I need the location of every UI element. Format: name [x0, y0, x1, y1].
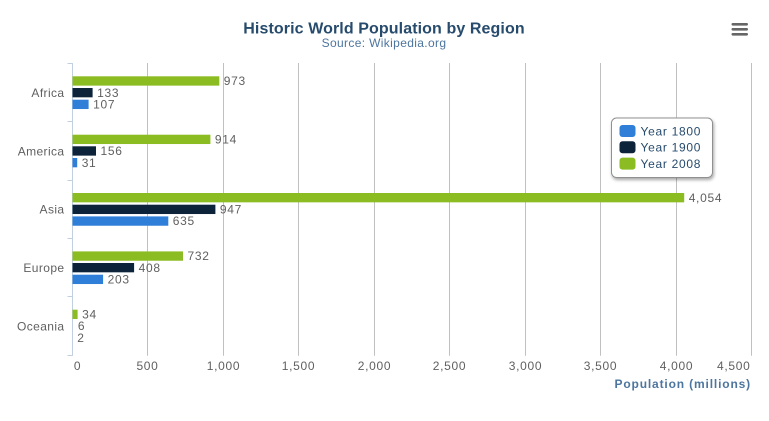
svg-text:203: 203 [108, 273, 130, 287]
svg-text:4,500: 4,500 [717, 359, 751, 373]
svg-text:156: 156 [101, 144, 123, 158]
svg-text:2,000: 2,000 [358, 359, 392, 373]
svg-text:133: 133 [97, 86, 119, 100]
svg-text:3,500: 3,500 [584, 359, 618, 373]
svg-text:Year 2008: Year 2008 [641, 157, 702, 171]
svg-text:914: 914 [215, 133, 237, 147]
svg-text:31: 31 [82, 156, 97, 170]
svg-text:947: 947 [220, 203, 242, 217]
svg-text:3,000: 3,000 [509, 359, 543, 373]
svg-text:Oceania: Oceania [17, 319, 65, 333]
svg-text:Africa: Africa [31, 86, 64, 100]
svg-text:635: 635 [173, 214, 195, 228]
svg-text:107: 107 [93, 98, 115, 112]
svg-text:Asia: Asia [40, 203, 65, 217]
svg-text:4,054: 4,054 [689, 191, 723, 205]
svg-text:1,500: 1,500 [282, 359, 316, 373]
svg-text:America: America [18, 144, 65, 158]
svg-text:4,000: 4,000 [660, 359, 694, 373]
svg-text:6: 6 [78, 319, 85, 333]
svg-text:2: 2 [77, 331, 84, 345]
svg-text:Year 1800: Year 1800 [641, 124, 702, 138]
svg-text:973: 973 [224, 74, 246, 88]
svg-text:2,500: 2,500 [433, 359, 467, 373]
svg-text:Europe: Europe [23, 261, 64, 275]
svg-text:1,000: 1,000 [207, 359, 241, 373]
svg-text:Year 1900: Year 1900 [641, 141, 702, 155]
svg-text:732: 732 [188, 249, 210, 263]
svg-text:408: 408 [139, 261, 161, 275]
svg-text:Historic World Population by R: Historic World Population by Region [243, 21, 524, 38]
svg-text:0: 0 [74, 359, 81, 373]
svg-text:Source: Wikipedia.org: Source: Wikipedia.org [322, 36, 447, 50]
svg-text:34: 34 [82, 308, 97, 322]
svg-text:Population (millions): Population (millions) [614, 377, 751, 391]
svg-text:500: 500 [136, 359, 158, 373]
